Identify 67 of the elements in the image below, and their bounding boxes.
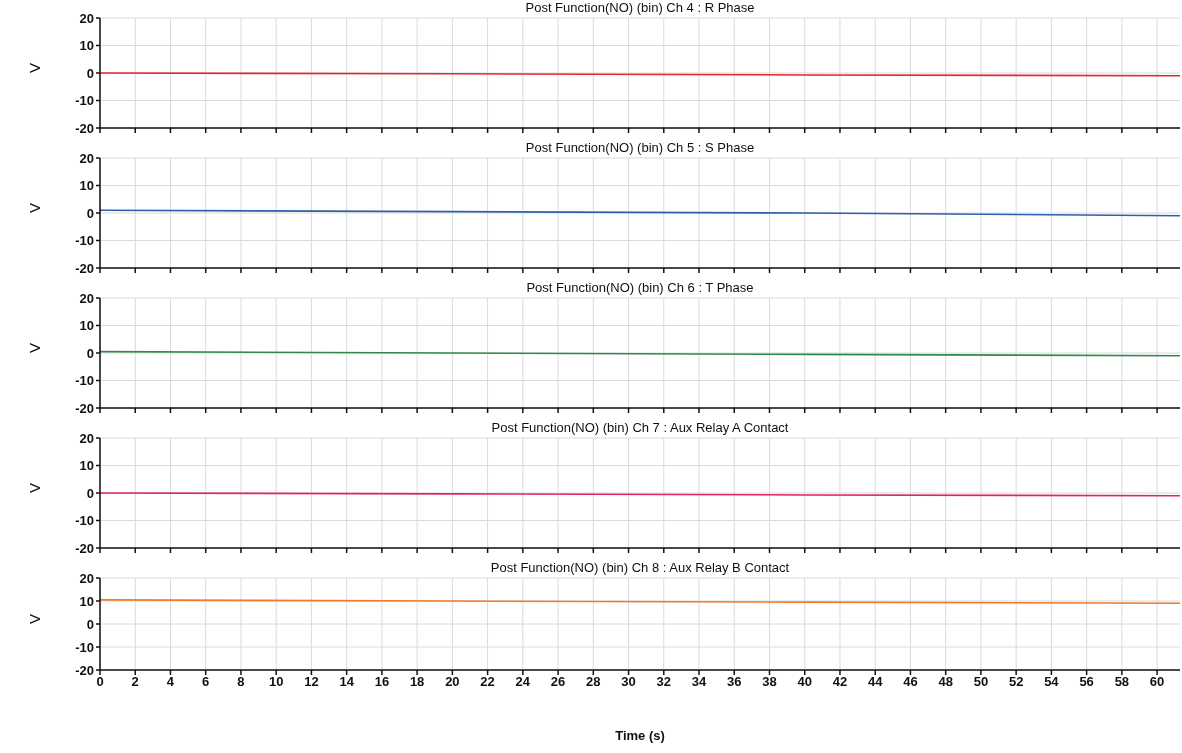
x-axis-title: Time (s) [615,728,665,743]
x-tick-label: 20 [445,674,460,690]
x-tick-label: 0 [96,674,104,690]
x-tick-label: 56 [1079,674,1094,690]
x-tick-label: 30 [621,674,636,690]
y-tick-label: 0 [86,345,94,361]
x-tick-label: 24 [515,674,531,690]
x-tick-label: 10 [268,674,284,690]
y-tick-label: 10 [79,178,94,194]
x-tick-label: 38 [762,674,777,690]
x-tick-label: 14 [339,674,355,690]
y-tick-label: 10 [79,318,94,334]
y-tick-label: -10 [75,639,94,655]
y-tick-label: -10 [75,93,94,109]
x-tick-label: 58 [1114,674,1130,690]
y-tick-label: 20 [79,570,94,586]
x-tick-label: 34 [691,674,708,690]
x-tick-label: 26 [550,674,566,690]
y-tick-label: 0 [86,205,94,221]
y-tick-label: 0 [86,65,94,81]
y-tick-label: -10 [75,373,94,389]
y-tick-label: 20 [79,150,94,166]
y-tick-label: 10 [79,593,94,609]
y-tick-label: 10 [79,38,94,54]
y-tick-label: -20 [75,540,94,556]
x-tick-label: 12 [304,674,319,690]
y-tick-label: -20 [75,120,94,136]
y-tick-label: 0 [86,616,94,632]
x-tick-label: 36 [727,674,742,690]
y-axis-title: V [26,342,44,353]
x-tick-label: 6 [202,674,210,690]
x-tick-label: 22 [480,674,495,690]
y-axis-title: V [26,62,44,73]
y-axis-title: V [26,202,44,213]
chart-title: Post Function(NO) (bin) Ch 4 : R Phase [524,0,756,15]
x-tick-label: 16 [374,674,390,690]
y-tick-label: 20 [79,430,94,446]
x-tick-label: 40 [797,674,812,690]
x-tick-label: 4 [166,674,175,690]
x-tick-label: 28 [586,674,601,690]
chart-title: Post Function(NO) (bin) Ch 5 : S Phase [524,140,756,155]
y-tick-label: -20 [75,260,94,276]
x-tick-label: 60 [1149,674,1165,690]
chart-title: Post Function(NO) (bin) Ch 8 : Aux Relay B Contact [489,560,791,575]
y-tick-label: -10 [75,513,94,529]
y-tick-label: 20 [79,10,94,26]
x-tick-label: 32 [656,674,672,690]
x-tick-label: 54 [1044,674,1060,690]
y-tick-label: -10 [75,233,94,249]
y-axis-title: V [26,482,44,493]
x-tick-label: 44 [867,674,884,690]
y-axis-title: V [26,613,44,624]
x-tick-label: 52 [1008,674,1024,690]
y-tick-label: -20 [75,662,94,678]
y-tick-label: -20 [75,400,94,416]
x-tick-label: 46 [903,674,918,690]
chart-title: Post Function(NO) (bin) Ch 6 : T Phase [525,280,755,295]
x-tick-label: 50 [973,674,989,690]
y-tick-label: 20 [79,290,94,306]
chart-title: Post Function(NO) (bin) Ch 7 : Aux Relay A Contact [490,420,790,435]
y-tick-label: 0 [86,485,94,501]
x-tick-label: 18 [409,674,425,690]
x-tick-label: 8 [237,674,245,690]
x-tick-label: 48 [938,674,953,690]
x-tick-label: 42 [832,674,848,690]
y-tick-label: 10 [79,458,94,474]
x-tick-label: 2 [131,674,139,690]
